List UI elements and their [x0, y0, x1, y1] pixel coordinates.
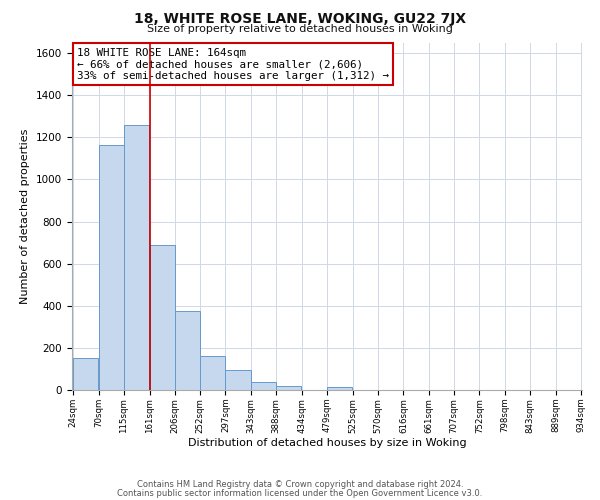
Bar	[251, 382, 276, 390]
Text: Size of property relative to detached houses in Woking: Size of property relative to detached ho…	[147, 24, 453, 34]
Text: Contains public sector information licensed under the Open Government Licence v3: Contains public sector information licen…	[118, 489, 482, 498]
Text: 18, WHITE ROSE LANE, WOKING, GU22 7JX: 18, WHITE ROSE LANE, WOKING, GU22 7JX	[134, 12, 466, 26]
Text: 18 WHITE ROSE LANE: 164sqm
← 66% of detached houses are smaller (2,606)
33% of s: 18 WHITE ROSE LANE: 164sqm ← 66% of deta…	[77, 48, 389, 81]
Bar	[200, 356, 226, 390]
Bar	[226, 370, 251, 390]
Bar	[276, 386, 301, 390]
Bar	[149, 244, 175, 390]
Bar	[327, 387, 352, 390]
Bar	[73, 358, 98, 390]
Text: Contains HM Land Registry data © Crown copyright and database right 2024.: Contains HM Land Registry data © Crown c…	[137, 480, 463, 489]
Y-axis label: Number of detached properties: Number of detached properties	[20, 128, 31, 304]
Bar	[99, 144, 124, 390]
Bar	[124, 124, 149, 390]
Bar	[175, 311, 200, 390]
X-axis label: Distribution of detached houses by size in Woking: Distribution of detached houses by size …	[188, 438, 466, 448]
